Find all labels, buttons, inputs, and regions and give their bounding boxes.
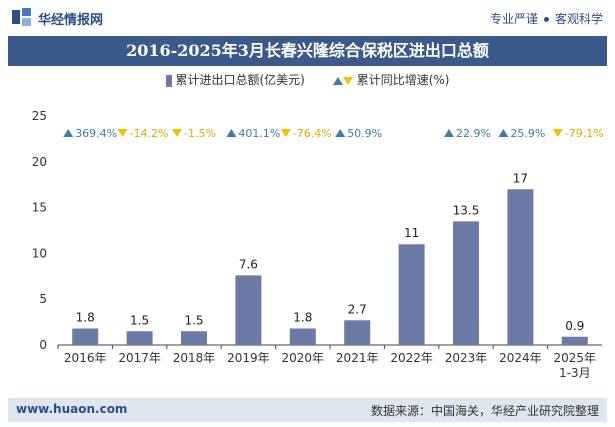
x-tick-label: 2016年 xyxy=(64,351,107,365)
growth-down-marker xyxy=(280,129,291,137)
growth-down-marker xyxy=(172,129,182,137)
bar xyxy=(344,320,371,345)
bar-value-label: 17 xyxy=(513,171,528,185)
top-bar: 华经情报网 专业严谨 客观科学 xyxy=(0,0,615,36)
x-tick-label: 2017年 xyxy=(118,351,161,365)
y-tick-label: 10 xyxy=(32,246,47,260)
x-tick-label: 2020年 xyxy=(282,351,325,365)
x-tick-label: 2018年 xyxy=(173,351,216,365)
y-tick-label: 15 xyxy=(32,201,47,215)
bar xyxy=(561,336,588,345)
chart-legend: 累计进出口总额(亿美元) 累计同比增速(%) xyxy=(0,71,615,91)
separator-dot-icon xyxy=(543,17,549,22)
y-tick-label: 25 xyxy=(32,109,47,123)
x-tick-label: 1-3月 xyxy=(559,366,591,380)
growth-value-label: 25.9% xyxy=(510,127,545,140)
y-tick-label: 5 xyxy=(39,292,47,306)
y-tick-label: 20 xyxy=(32,155,47,169)
bar-value-label: 2.7 xyxy=(348,302,367,316)
x-tick-label: 2024年 xyxy=(499,351,542,365)
growth-value-label: -76.4% xyxy=(293,127,332,140)
bar-value-label: 0.9 xyxy=(565,319,584,333)
bar-value-label: 7.6 xyxy=(239,257,258,271)
growth-up-marker xyxy=(444,129,454,137)
x-tick-label: 2025年 xyxy=(554,351,597,365)
bar xyxy=(453,221,479,345)
bar xyxy=(72,328,99,345)
footer-bar: www.huaon.com 数据来源：中国海关，华经产业研究院整理 xyxy=(8,398,607,422)
x-tick-label: 2023年 xyxy=(445,351,488,365)
slogan-right: 客观科学 xyxy=(554,12,603,26)
huajing-logo-icon xyxy=(12,8,31,26)
bar-swatch-icon xyxy=(165,74,172,87)
growth-value-label: -1.5% xyxy=(184,127,216,140)
bar xyxy=(235,275,262,345)
x-tick-label: 2019年 xyxy=(227,351,270,365)
bar xyxy=(507,189,534,345)
legend-growth: 累计同比增速(%) xyxy=(332,71,450,88)
y-tick-label: 0 xyxy=(39,338,47,352)
bar-value-label: 1.8 xyxy=(76,311,95,325)
growth-up-marker xyxy=(335,129,346,137)
data-source: 数据来源：中国海关，华经产业研究院整理 xyxy=(370,404,599,418)
title-bar: 2016-2025年3月长春兴隆综合保税区进出口总额 xyxy=(8,36,607,66)
growth-up-marker xyxy=(498,129,509,137)
triangle-down-icon xyxy=(342,76,353,85)
website-link[interactable]: www.huaon.com xyxy=(16,402,128,416)
bar-value-label: 13.5 xyxy=(453,203,480,217)
legend-bar-label: 累计进出口总额(亿美元) xyxy=(175,73,305,87)
legend-bar: 累计进出口总额(亿美元) xyxy=(165,71,305,88)
bar xyxy=(398,244,425,345)
growth-down-marker xyxy=(117,129,128,137)
x-tick-label: 2022年 xyxy=(390,351,433,365)
bar-value-label: 1.8 xyxy=(293,311,312,325)
bar-value-label: 11 xyxy=(404,226,419,240)
legend-growth-label: 累计同比增速(%) xyxy=(356,73,450,87)
bar xyxy=(289,328,316,345)
growth-up-marker xyxy=(226,129,237,137)
chart-title: 2016-2025年3月长春兴隆综合保税区进出口总额 xyxy=(126,41,489,60)
slogan-left: 专业严谨 xyxy=(489,12,538,26)
growth-value-label: -79.1% xyxy=(565,127,604,140)
slogan: 专业严谨 客观科学 xyxy=(490,10,603,27)
bar xyxy=(126,331,153,345)
growth-value-label: 22.9% xyxy=(456,127,491,140)
bar-value-label: 1.5 xyxy=(184,313,203,327)
bar-value-label: 1.5 xyxy=(130,313,149,327)
brand-name: 华经情报网 xyxy=(38,13,104,28)
growth-up-marker xyxy=(63,129,74,137)
triangle-up-icon xyxy=(332,76,343,85)
growth-value-label: 50.9% xyxy=(347,127,382,140)
growth-value-label: 401.1% xyxy=(238,127,280,140)
growth-value-label: 369.4% xyxy=(75,127,117,140)
growth-value-label: -14.2% xyxy=(130,127,169,140)
x-tick-label: 2021年 xyxy=(336,351,379,365)
growth-down-marker xyxy=(552,129,563,137)
bar xyxy=(181,331,207,345)
